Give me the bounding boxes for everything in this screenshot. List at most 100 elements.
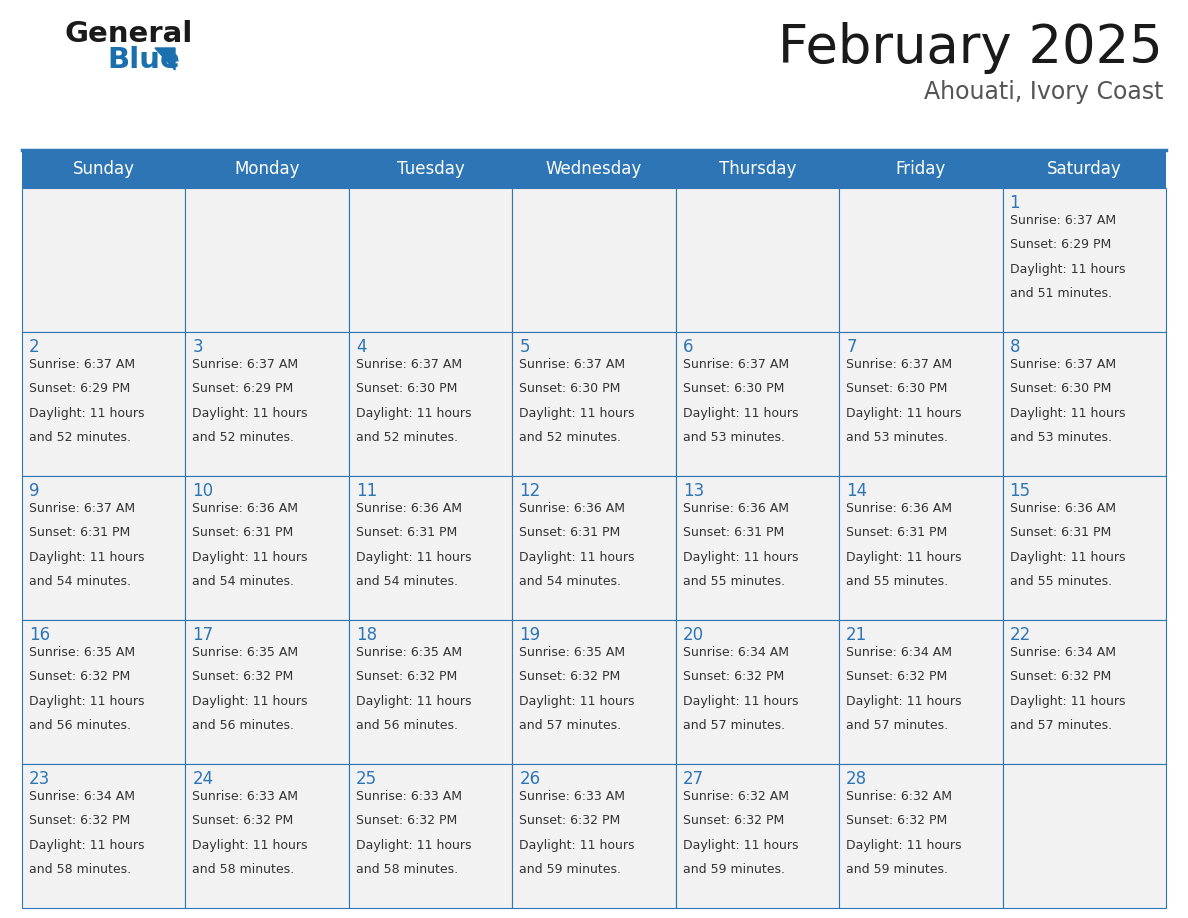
- Text: Sunrise: 6:36 AM: Sunrise: 6:36 AM: [192, 502, 298, 515]
- Text: Sunrise: 6:32 AM: Sunrise: 6:32 AM: [683, 790, 789, 803]
- Text: Sunset: 6:32 PM: Sunset: 6:32 PM: [29, 814, 131, 827]
- Text: Sunrise: 6:36 AM: Sunrise: 6:36 AM: [519, 502, 625, 515]
- Polygon shape: [154, 48, 175, 70]
- Text: and 53 minutes.: and 53 minutes.: [1010, 431, 1112, 444]
- Text: and 56 minutes.: and 56 minutes.: [356, 719, 457, 732]
- Text: Daylight: 11 hours: Daylight: 11 hours: [192, 695, 308, 708]
- Bar: [1003, 620, 1165, 764]
- Text: Daylight: 11 hours: Daylight: 11 hours: [846, 407, 961, 420]
- Text: and 55 minutes.: and 55 minutes.: [846, 575, 948, 588]
- Text: and 54 minutes.: and 54 minutes.: [356, 575, 457, 588]
- Text: Sunrise: 6:36 AM: Sunrise: 6:36 AM: [846, 502, 952, 515]
- Text: and 52 minutes.: and 52 minutes.: [356, 431, 457, 444]
- Text: Daylight: 11 hours: Daylight: 11 hours: [519, 551, 634, 564]
- Text: Sunset: 6:32 PM: Sunset: 6:32 PM: [683, 670, 784, 683]
- Text: and 59 minutes.: and 59 minutes.: [519, 863, 621, 876]
- Text: and 57 minutes.: and 57 minutes.: [683, 719, 785, 732]
- Text: 6: 6: [683, 338, 694, 356]
- Text: Monday: Monday: [234, 160, 299, 178]
- Text: and 53 minutes.: and 53 minutes.: [683, 431, 785, 444]
- Text: 9: 9: [29, 482, 39, 500]
- Bar: [185, 332, 349, 476]
- Text: Sunrise: 6:37 AM: Sunrise: 6:37 AM: [29, 358, 135, 371]
- Text: Sunset: 6:29 PM: Sunset: 6:29 PM: [29, 383, 131, 396]
- Text: 27: 27: [683, 770, 703, 788]
- Bar: [185, 764, 349, 908]
- Text: Daylight: 11 hours: Daylight: 11 hours: [683, 839, 798, 852]
- Text: Sunrise: 6:34 AM: Sunrise: 6:34 AM: [683, 646, 789, 659]
- Text: Sunrise: 6:35 AM: Sunrise: 6:35 AM: [356, 646, 462, 659]
- Text: Daylight: 11 hours: Daylight: 11 hours: [683, 407, 798, 420]
- Text: Sunset: 6:29 PM: Sunset: 6:29 PM: [1010, 239, 1111, 252]
- Text: and 59 minutes.: and 59 minutes.: [846, 863, 948, 876]
- Text: Daylight: 11 hours: Daylight: 11 hours: [519, 407, 634, 420]
- Text: Daylight: 11 hours: Daylight: 11 hours: [29, 839, 145, 852]
- Text: Daylight: 11 hours: Daylight: 11 hours: [356, 407, 472, 420]
- Text: Sunrise: 6:37 AM: Sunrise: 6:37 AM: [1010, 214, 1116, 227]
- Text: 26: 26: [519, 770, 541, 788]
- Text: and 58 minutes.: and 58 minutes.: [29, 863, 131, 876]
- Text: Sunset: 6:31 PM: Sunset: 6:31 PM: [683, 526, 784, 540]
- Text: Sunrise: 6:35 AM: Sunrise: 6:35 AM: [519, 646, 625, 659]
- Text: and 54 minutes.: and 54 minutes.: [519, 575, 621, 588]
- Text: and 52 minutes.: and 52 minutes.: [519, 431, 621, 444]
- Bar: [676, 764, 839, 908]
- Text: Sunrise: 6:37 AM: Sunrise: 6:37 AM: [192, 358, 298, 371]
- Text: Sunset: 6:30 PM: Sunset: 6:30 PM: [356, 383, 457, 396]
- Text: Daylight: 11 hours: Daylight: 11 hours: [29, 407, 145, 420]
- Bar: [1003, 764, 1165, 908]
- Text: 18: 18: [356, 626, 377, 644]
- Text: Sunrise: 6:33 AM: Sunrise: 6:33 AM: [192, 790, 298, 803]
- Text: 2: 2: [29, 338, 39, 356]
- Text: Sunrise: 6:36 AM: Sunrise: 6:36 AM: [1010, 502, 1116, 515]
- Text: 19: 19: [519, 626, 541, 644]
- Text: 3: 3: [192, 338, 203, 356]
- Bar: [839, 188, 1003, 332]
- Text: Sunset: 6:31 PM: Sunset: 6:31 PM: [29, 526, 131, 540]
- Text: Daylight: 11 hours: Daylight: 11 hours: [356, 695, 472, 708]
- Bar: [23, 476, 185, 620]
- Text: 22: 22: [1010, 626, 1031, 644]
- Text: Daylight: 11 hours: Daylight: 11 hours: [356, 839, 472, 852]
- Text: Sunset: 6:32 PM: Sunset: 6:32 PM: [356, 670, 457, 683]
- Text: Daylight: 11 hours: Daylight: 11 hours: [846, 695, 961, 708]
- Bar: [512, 764, 676, 908]
- Text: and 57 minutes.: and 57 minutes.: [519, 719, 621, 732]
- Bar: [23, 332, 185, 476]
- Text: Daylight: 11 hours: Daylight: 11 hours: [519, 695, 634, 708]
- Text: Sunset: 6:30 PM: Sunset: 6:30 PM: [846, 383, 948, 396]
- Text: Daylight: 11 hours: Daylight: 11 hours: [519, 839, 634, 852]
- Text: Sunset: 6:29 PM: Sunset: 6:29 PM: [192, 383, 293, 396]
- Bar: [23, 620, 185, 764]
- Text: Daylight: 11 hours: Daylight: 11 hours: [846, 839, 961, 852]
- Text: and 57 minutes.: and 57 minutes.: [846, 719, 948, 732]
- Text: Daylight: 11 hours: Daylight: 11 hours: [1010, 695, 1125, 708]
- Text: and 57 minutes.: and 57 minutes.: [1010, 719, 1112, 732]
- Text: Sunrise: 6:37 AM: Sunrise: 6:37 AM: [683, 358, 789, 371]
- Text: Sunrise: 6:34 AM: Sunrise: 6:34 AM: [29, 790, 135, 803]
- Text: Sunset: 6:32 PM: Sunset: 6:32 PM: [519, 814, 620, 827]
- Text: Sunset: 6:30 PM: Sunset: 6:30 PM: [683, 383, 784, 396]
- Text: and 58 minutes.: and 58 minutes.: [356, 863, 459, 876]
- Text: Daylight: 11 hours: Daylight: 11 hours: [1010, 551, 1125, 564]
- Text: and 54 minutes.: and 54 minutes.: [29, 575, 131, 588]
- Text: Sunset: 6:31 PM: Sunset: 6:31 PM: [846, 526, 947, 540]
- Text: and 56 minutes.: and 56 minutes.: [29, 719, 131, 732]
- Text: Sunrise: 6:35 AM: Sunrise: 6:35 AM: [29, 646, 135, 659]
- Bar: [349, 620, 512, 764]
- Text: Thursday: Thursday: [719, 160, 796, 178]
- Bar: [185, 620, 349, 764]
- Text: Sunrise: 6:37 AM: Sunrise: 6:37 AM: [29, 502, 135, 515]
- Text: and 59 minutes.: and 59 minutes.: [683, 863, 785, 876]
- Text: 15: 15: [1010, 482, 1031, 500]
- Text: Daylight: 11 hours: Daylight: 11 hours: [192, 407, 308, 420]
- Text: Sunrise: 6:37 AM: Sunrise: 6:37 AM: [1010, 358, 1116, 371]
- Text: Sunrise: 6:34 AM: Sunrise: 6:34 AM: [1010, 646, 1116, 659]
- Text: General: General: [65, 20, 194, 48]
- Bar: [1003, 332, 1165, 476]
- Text: and 53 minutes.: and 53 minutes.: [846, 431, 948, 444]
- Text: 12: 12: [519, 482, 541, 500]
- Text: Sunrise: 6:36 AM: Sunrise: 6:36 AM: [683, 502, 789, 515]
- Text: Sunset: 6:30 PM: Sunset: 6:30 PM: [1010, 383, 1111, 396]
- Text: Sunrise: 6:33 AM: Sunrise: 6:33 AM: [519, 790, 625, 803]
